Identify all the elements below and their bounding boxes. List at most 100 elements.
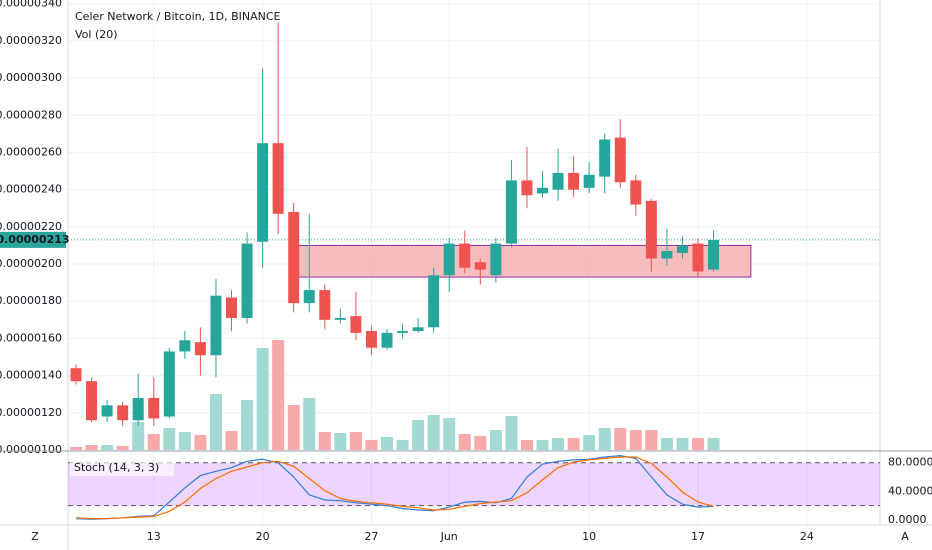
candle-body bbox=[583, 174, 595, 188]
candle-body bbox=[319, 290, 331, 320]
y-tick-label: 0.00000140 bbox=[0, 369, 62, 382]
volume-bar bbox=[70, 447, 82, 450]
volume-bar bbox=[489, 430, 502, 450]
volume-bar bbox=[163, 428, 176, 450]
volume-bar bbox=[567, 438, 580, 450]
volume-bar bbox=[443, 418, 456, 450]
candle-body bbox=[381, 332, 393, 348]
candle-body bbox=[708, 239, 720, 270]
volume-bar bbox=[194, 435, 207, 450]
candle-body bbox=[412, 327, 424, 331]
volume-bar bbox=[178, 432, 191, 450]
y-tick-label: 0.00000120 bbox=[0, 406, 62, 419]
candle-body bbox=[365, 330, 377, 348]
y-tick-label: 0.00000160 bbox=[0, 331, 62, 344]
volume-bar bbox=[505, 416, 518, 450]
volume-bar bbox=[85, 445, 98, 450]
candle-body bbox=[645, 200, 657, 259]
candle-body bbox=[505, 180, 517, 244]
corner-left: Z bbox=[31, 530, 39, 543]
volume-bar bbox=[318, 432, 331, 450]
volume-bar bbox=[552, 438, 565, 450]
volume-bar bbox=[536, 440, 549, 450]
candle-body bbox=[552, 172, 564, 190]
stoch-band bbox=[68, 462, 880, 506]
candle-body bbox=[132, 397, 144, 421]
candle-body bbox=[630, 180, 642, 205]
volume-bar bbox=[458, 434, 471, 450]
candle-body bbox=[350, 316, 362, 333]
candle-body bbox=[288, 211, 300, 304]
candle-body bbox=[210, 295, 222, 356]
candle-body bbox=[303, 290, 315, 304]
volume-bar bbox=[707, 438, 720, 450]
corner-right: A bbox=[901, 530, 909, 543]
candle-body bbox=[474, 262, 486, 270]
y-tick-label: 0.00000240 bbox=[0, 183, 62, 196]
y-tick-label: 0.00000180 bbox=[0, 294, 62, 307]
x-tick-label: Jun bbox=[440, 530, 458, 543]
y-tick-label: 0.00000340 bbox=[0, 0, 62, 10]
volume-bar bbox=[427, 415, 440, 450]
y-tick-label: 0.00000260 bbox=[0, 145, 62, 158]
x-tick-label: 10 bbox=[582, 530, 596, 543]
candle-body bbox=[179, 340, 191, 352]
candle-body bbox=[661, 251, 673, 259]
stoch-label-box bbox=[70, 460, 174, 476]
stoch-tick-label: 40.0000 bbox=[888, 484, 932, 497]
volume-bar bbox=[645, 430, 658, 450]
x-tick-label: 27 bbox=[364, 530, 378, 543]
stoch-line bbox=[75, 454, 714, 520]
volume-bar bbox=[225, 431, 238, 450]
last-price-box bbox=[0, 231, 66, 248]
x-tick-label: 24 bbox=[800, 530, 814, 543]
last-price-label: 0.00000213 bbox=[0, 233, 70, 246]
volume-bar bbox=[676, 438, 689, 450]
volume-bar bbox=[520, 440, 533, 450]
x-tick-label: 20 bbox=[256, 530, 270, 543]
candle-body bbox=[272, 143, 284, 214]
candle-body bbox=[521, 180, 533, 196]
y-tick-label: 0.00000300 bbox=[0, 71, 62, 84]
stoch-label: Stoch (14, 3, 3) bbox=[74, 461, 159, 474]
y-tick-label: 0.00000320 bbox=[0, 34, 62, 47]
candle-body bbox=[257, 143, 269, 242]
candle-body bbox=[490, 243, 502, 276]
volume-bar bbox=[303, 398, 316, 450]
candle-body bbox=[163, 351, 175, 417]
candle-body bbox=[86, 381, 98, 421]
volume-bar bbox=[241, 400, 254, 450]
candle-body bbox=[676, 245, 688, 253]
volume-bar bbox=[272, 340, 285, 450]
volume-bar bbox=[396, 440, 409, 450]
x-tick-label: 13 bbox=[147, 530, 161, 543]
volume-bar bbox=[334, 433, 347, 450]
candle-body bbox=[537, 187, 548, 194]
candle-body bbox=[568, 172, 580, 190]
candle-body bbox=[101, 405, 113, 417]
volume-bar bbox=[598, 428, 611, 450]
x-tick-label: 17 bbox=[691, 530, 705, 543]
candle-body bbox=[117, 405, 129, 421]
volume-bar bbox=[349, 432, 362, 450]
stoch-line bbox=[75, 456, 714, 520]
volume-bar bbox=[629, 430, 642, 450]
y-tick-label: 0.00000280 bbox=[0, 108, 62, 121]
volume-bar bbox=[412, 420, 425, 450]
candle-body bbox=[226, 297, 237, 318]
y-tick-label: 0.00000200 bbox=[0, 257, 62, 270]
volume-bar bbox=[101, 445, 114, 450]
stoch-tick-label: 80.0000 bbox=[888, 456, 932, 469]
candle-body bbox=[599, 139, 611, 177]
volume-bar bbox=[614, 428, 627, 450]
candle-body bbox=[459, 243, 471, 268]
volume-bar bbox=[660, 438, 673, 450]
candle-body bbox=[194, 342, 206, 356]
candle-body bbox=[428, 275, 440, 328]
stoch-tick-label: 0.0000 bbox=[888, 513, 927, 526]
volume-label: Vol (20) bbox=[75, 28, 118, 41]
candle-body bbox=[70, 368, 82, 382]
volume-bar bbox=[583, 435, 596, 450]
candle-body bbox=[334, 317, 346, 320]
